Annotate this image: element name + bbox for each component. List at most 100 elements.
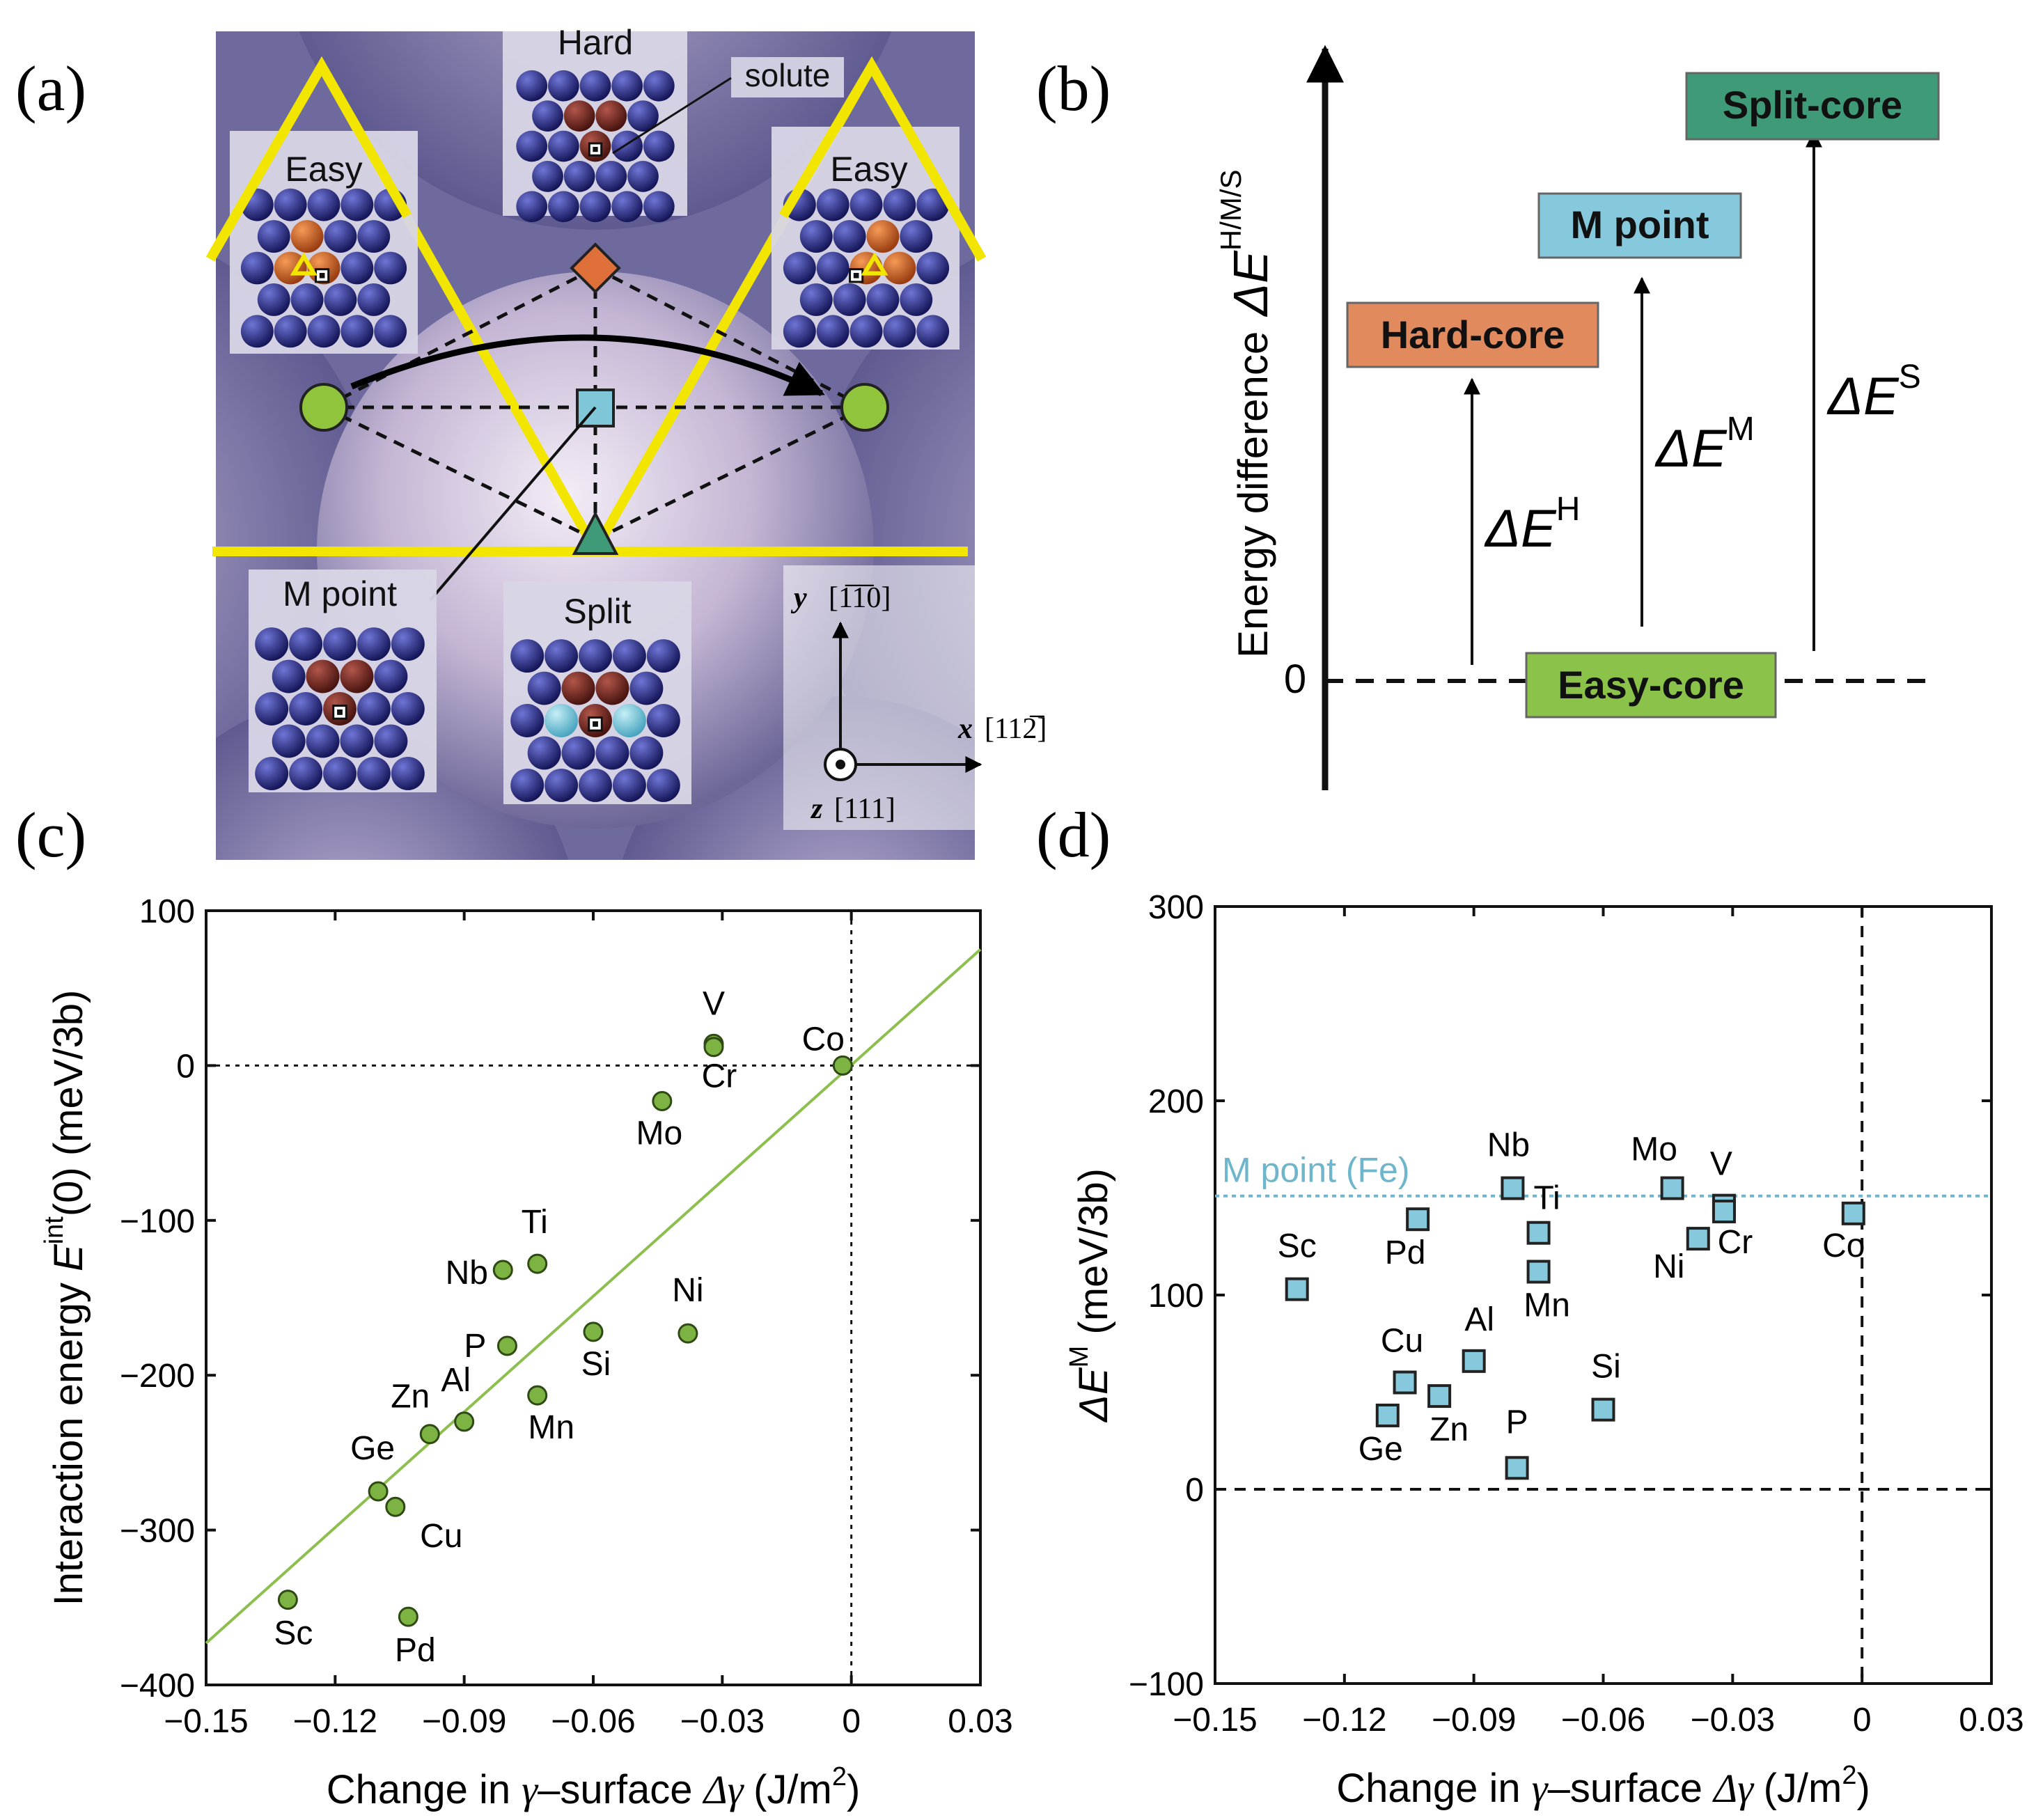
data-label-zn: Zn: [1430, 1411, 1469, 1448]
label-solute: solute: [745, 57, 831, 93]
x-tick-label: −0.03: [1691, 1702, 1775, 1739]
data-point-mo: [1660, 1176, 1684, 1200]
data-point-ti: [1526, 1221, 1551, 1245]
atom: [307, 315, 340, 348]
atom: [816, 188, 849, 221]
atom: [629, 671, 664, 705]
atom: [340, 315, 374, 348]
atom: [866, 283, 900, 316]
data-label-mn: Mn: [1524, 1287, 1570, 1324]
atom: [340, 659, 374, 693]
y-tick-label: 0: [1185, 1472, 1204, 1509]
atom: [391, 692, 425, 725]
hard-core-marker: [570, 242, 621, 294]
atom: [391, 627, 425, 661]
atom: [272, 724, 306, 758]
x-tick-label: −0.09: [1432, 1702, 1516, 1739]
y-axis-label: Interaction energy Eint(0) (meV/3b): [40, 990, 91, 1606]
atom: [612, 704, 646, 737]
atom: [646, 768, 680, 802]
data-label-nb: Nb: [446, 1255, 488, 1292]
data-label-cr: Cr: [1718, 1224, 1753, 1261]
solute-dot: [319, 272, 325, 279]
solute-dot: [337, 709, 343, 715]
atom: [527, 671, 561, 705]
atom: [646, 639, 680, 673]
x-tick-label: −0.12: [293, 1703, 377, 1740]
transition-path-arrow: [350, 334, 825, 397]
atom: [289, 692, 323, 725]
atom: [643, 130, 675, 162]
x-tick-label: −0.09: [422, 1703, 506, 1740]
atom: [516, 191, 548, 223]
atom: [799, 220, 833, 253]
atom: [595, 671, 629, 705]
data-label-ti: Ti: [522, 1204, 548, 1241]
data-point-pd: [398, 1606, 418, 1627]
x-tick-label: −0.15: [164, 1703, 248, 1740]
atom: [255, 756, 289, 790]
data-point-co: [1841, 1201, 1865, 1225]
atom: [240, 315, 274, 348]
atom: [816, 251, 849, 285]
y-tick-label: 100: [139, 893, 195, 930]
data-point-cr: [703, 1037, 724, 1058]
atom: [323, 756, 357, 790]
solute-dot: [853, 272, 859, 279]
atom: [849, 188, 883, 221]
data-label-pd: Pd: [395, 1632, 436, 1669]
data-label-sc: Sc: [274, 1615, 313, 1652]
label-m-point-box: M point: [1570, 203, 1709, 246]
data-label-ni: Ni: [672, 1272, 703, 1309]
data-point-si: [583, 1321, 604, 1342]
data-point-cu: [1393, 1370, 1417, 1395]
atom: [833, 283, 866, 316]
atom: [357, 627, 391, 661]
dashed-connections: [322, 266, 866, 542]
atom: [357, 692, 391, 725]
atom: [374, 659, 408, 693]
data-label-si: Si: [581, 1346, 611, 1383]
solute-dot: [593, 721, 598, 727]
atom: [510, 639, 545, 673]
atom: [646, 704, 680, 737]
atom: [563, 100, 595, 132]
axis-z-direction: [111]: [834, 793, 895, 825]
atom: [783, 251, 816, 285]
easy-core-triangle-icon: [861, 252, 888, 276]
panel-label-b: (b): [1036, 53, 1111, 124]
atom: [611, 70, 643, 102]
atom: [255, 627, 289, 661]
data-label-co: Co: [1822, 1227, 1865, 1264]
data-point-ge: [1375, 1403, 1400, 1427]
label-easy-left: Easy: [285, 150, 362, 189]
atom: [563, 161, 595, 192]
data-label-ti: Ti: [1533, 1180, 1560, 1217]
atom: [289, 756, 323, 790]
data-label-sc: Sc: [1278, 1228, 1317, 1265]
atom: [643, 191, 675, 223]
atom: [532, 161, 563, 192]
label-hard-core: Hard-core: [1381, 313, 1565, 356]
atom: [595, 100, 627, 132]
data-point-si: [1591, 1397, 1615, 1422]
data-point-al: [1462, 1349, 1486, 1373]
data-label-pd: Pd: [1385, 1234, 1426, 1271]
data-label-p: P: [1506, 1404, 1528, 1441]
reference-line-label: M point (Fe): [1222, 1151, 1410, 1190]
atom: [816, 315, 849, 348]
data-point-pd: [1406, 1207, 1430, 1232]
data-label-al: Al: [441, 1362, 471, 1399]
atom: [783, 315, 816, 348]
atom: [883, 188, 916, 221]
label-split-core: Split-core: [1723, 83, 1902, 127]
data-point-cu: [385, 1496, 406, 1517]
easy-core-marker-right: [840, 383, 889, 432]
plot-frame: [1214, 905, 1993, 1685]
label-split: Split: [563, 592, 631, 631]
data-point-zn: [1427, 1384, 1452, 1409]
data-point-zn: [419, 1424, 440, 1445]
data-point-p: [1505, 1456, 1529, 1480]
data-label-si: Si: [1591, 1349, 1621, 1386]
panel-c-chart: −0.15 −0.12 −0.09 −0.06 −0.03 0 0.03 100 0 −100 −2…: [40, 893, 1013, 1812]
